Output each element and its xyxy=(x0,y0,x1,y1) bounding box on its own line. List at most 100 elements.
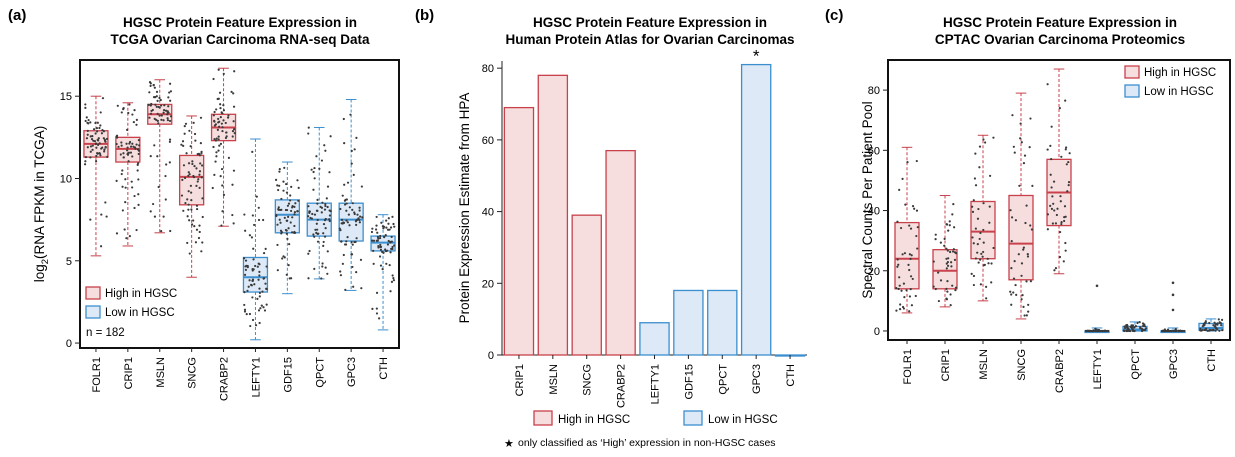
data-point xyxy=(154,96,157,99)
data-point xyxy=(1046,213,1050,216)
data-point xyxy=(254,264,257,268)
data-point xyxy=(1022,248,1025,251)
data-point xyxy=(915,209,919,212)
data-point xyxy=(156,99,159,102)
data-point xyxy=(84,119,87,123)
data-point xyxy=(1065,146,1068,149)
data-point xyxy=(297,199,300,202)
bar-QPCT xyxy=(707,289,738,356)
data-point xyxy=(199,142,202,145)
data-point xyxy=(276,243,279,247)
data-point xyxy=(392,277,395,280)
data-point xyxy=(100,213,103,216)
data-point xyxy=(934,233,937,236)
data-point xyxy=(84,103,87,106)
data-point xyxy=(117,145,120,148)
data-point xyxy=(329,135,332,138)
data-point xyxy=(1022,246,1025,249)
data-point xyxy=(154,103,157,106)
legend-label-low: Low in HGSC xyxy=(1144,86,1214,98)
data-point xyxy=(129,145,133,148)
data-point xyxy=(104,145,107,149)
data-point xyxy=(197,178,200,181)
data-point xyxy=(1050,207,1054,210)
data-point xyxy=(1020,298,1023,301)
data-point xyxy=(1025,280,1028,283)
x-tick-label: LEFTY1 xyxy=(650,364,662,404)
data-point xyxy=(244,265,247,268)
x-tick-label: MSLN xyxy=(548,364,560,395)
data-point xyxy=(219,115,222,119)
data-point xyxy=(1127,327,1130,330)
data-point xyxy=(379,243,382,247)
data-point xyxy=(217,135,220,138)
data-point xyxy=(214,139,218,142)
data-point xyxy=(945,257,948,260)
data-point xyxy=(158,106,161,109)
data-point xyxy=(257,218,261,222)
sample-size-note: n = 182 xyxy=(86,327,125,339)
data-point xyxy=(293,231,296,234)
data-point xyxy=(1065,163,1068,166)
data-point xyxy=(1010,216,1014,219)
data-point xyxy=(126,152,130,155)
data-point xyxy=(294,202,297,205)
y-axis-label: log2(RNA FPKM in TCGA) xyxy=(32,126,51,283)
data-point xyxy=(386,228,390,231)
data-point xyxy=(122,152,125,155)
data-point xyxy=(226,116,230,119)
data-point xyxy=(1063,219,1066,223)
x-tick-label: GPC3 xyxy=(1168,349,1180,379)
data-point xyxy=(1133,329,1136,333)
data-point xyxy=(290,231,294,234)
data-point xyxy=(248,312,252,316)
data-point xyxy=(158,114,161,117)
bar-CRABP2 xyxy=(605,149,636,356)
data-point xyxy=(945,297,948,300)
data-point xyxy=(169,229,172,233)
data-point xyxy=(988,221,991,224)
data-point xyxy=(263,309,267,312)
data-point xyxy=(89,135,92,138)
y-tick-label: 0 xyxy=(874,326,880,338)
data-point xyxy=(1218,321,1222,325)
data-point xyxy=(1018,184,1021,187)
data-point xyxy=(191,223,194,226)
data-point xyxy=(201,241,204,244)
data-point xyxy=(215,137,218,140)
data-point xyxy=(274,178,278,181)
data-point xyxy=(157,185,160,189)
data-point xyxy=(225,131,228,134)
data-point xyxy=(310,168,313,171)
data-point xyxy=(164,198,167,201)
data-point xyxy=(320,277,323,280)
cptac-boxplot-chart: (c) HGSC Protein Feature Expression in CPT… xyxy=(825,7,1231,393)
data-point xyxy=(89,218,92,221)
data-point xyxy=(1064,99,1067,102)
data-point xyxy=(989,174,992,177)
data-point xyxy=(378,255,382,258)
data-point xyxy=(355,219,358,222)
data-point xyxy=(340,218,344,222)
data-point xyxy=(282,180,285,183)
data-point xyxy=(381,268,384,271)
data-point xyxy=(346,181,350,184)
data-point xyxy=(92,128,96,131)
data-point xyxy=(153,86,156,89)
data-point xyxy=(187,174,190,177)
data-point xyxy=(908,224,911,227)
data-point xyxy=(166,110,169,113)
data-point xyxy=(100,132,104,135)
legend-swatch-low xyxy=(85,305,101,319)
data-point xyxy=(908,268,911,272)
data-point xyxy=(222,104,225,107)
data-point xyxy=(1064,148,1067,151)
data-point xyxy=(376,231,379,234)
data-point xyxy=(1203,322,1206,325)
data-point xyxy=(341,262,344,265)
data-point xyxy=(221,184,224,187)
data-point xyxy=(213,137,216,141)
data-point xyxy=(96,143,100,147)
data-point xyxy=(285,273,288,276)
data-point xyxy=(149,84,152,88)
